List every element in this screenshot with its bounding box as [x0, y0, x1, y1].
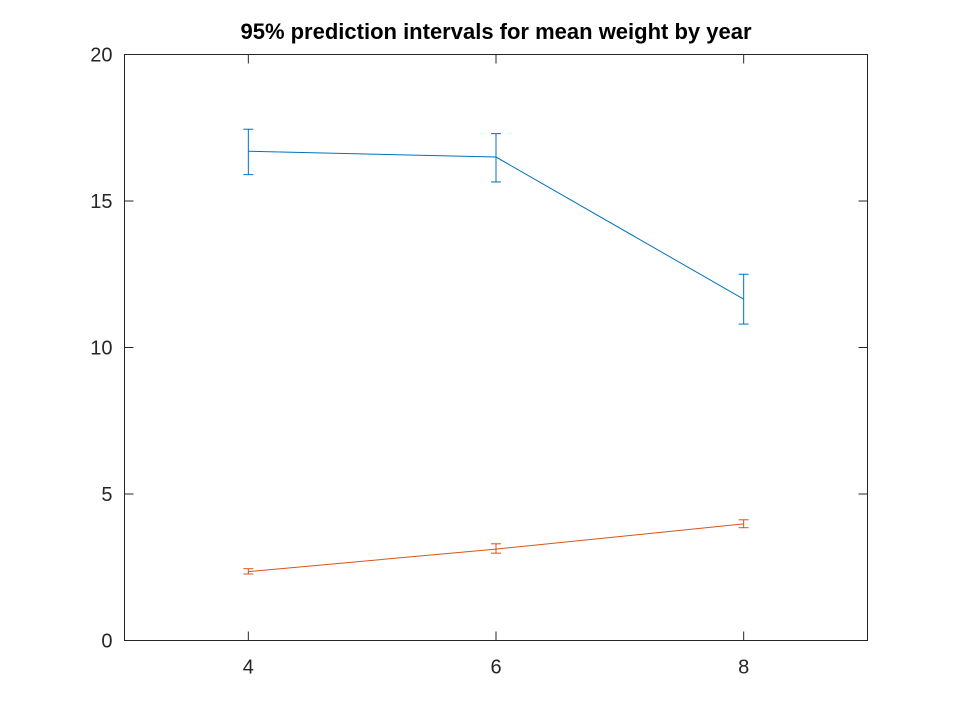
x-tick-label: 8	[738, 657, 749, 679]
y-tick-label: 0	[101, 631, 112, 653]
error-bar	[738, 273, 749, 325]
error-bar	[491, 133, 501, 183]
x-tick-label: 6	[490, 657, 501, 679]
axis-ticks: 4 6 8 0 5 10 15 20	[90, 45, 868, 679]
series-1	[243, 128, 749, 325]
series-2	[243, 519, 749, 575]
plot-area	[243, 128, 749, 575]
y-tick-label: 15	[90, 191, 112, 213]
error-bar	[738, 519, 749, 529]
chart-title: 95% prediction intervals for mean weight…	[240, 19, 751, 44]
error-bar	[243, 568, 254, 575]
x-tick-label: 4	[243, 657, 254, 679]
y-tick-label: 5	[101, 484, 112, 506]
y-tick-label: 20	[90, 45, 112, 67]
error-bar	[243, 128, 254, 176]
y-tick-label: 10	[90, 338, 112, 360]
error-bar	[491, 543, 501, 554]
